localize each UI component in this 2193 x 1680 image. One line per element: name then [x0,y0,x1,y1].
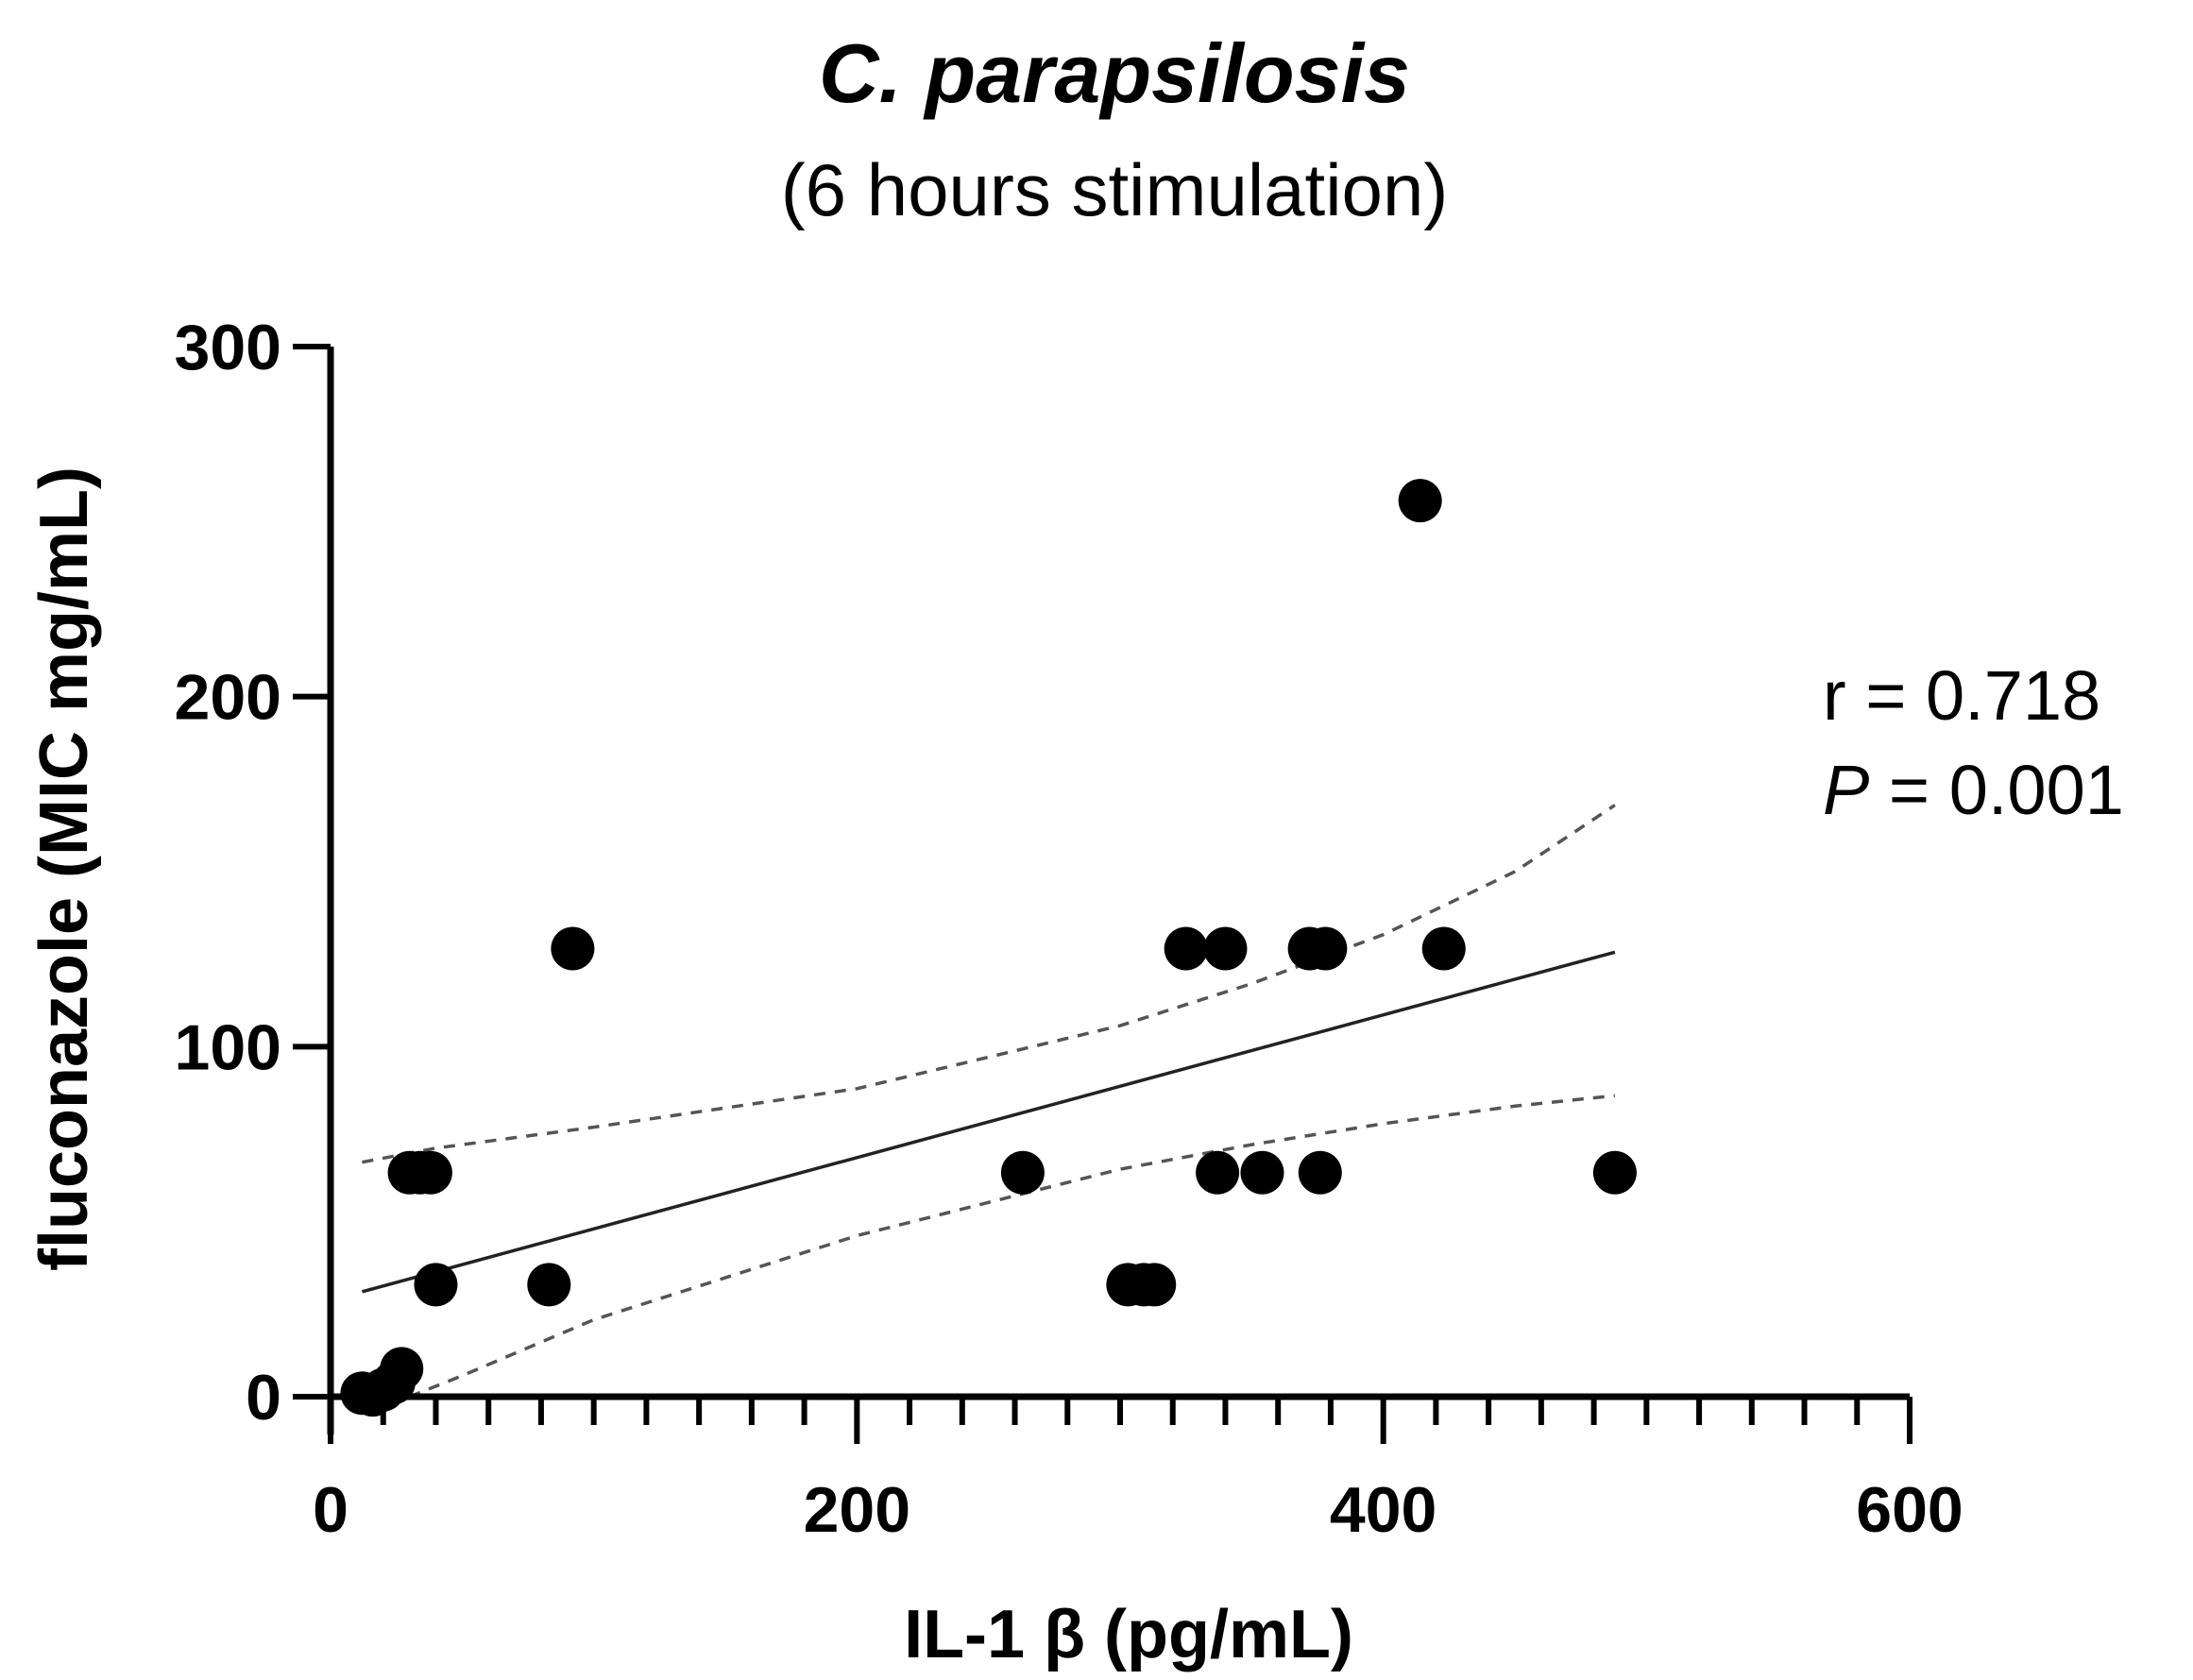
y-tick-label: 0 [246,1362,281,1434]
ci-upper-line [362,804,1616,1164]
regression-line [361,950,1616,1294]
x-axis-label: IL-1 β (pg/mL) [904,1597,1353,1672]
data-point [1398,479,1442,523]
data-point [1132,1263,1177,1307]
x-tick-label: 400 [1330,1474,1436,1546]
data-point [1298,1150,1342,1195]
y-tick-label: 300 [175,312,281,383]
x-tick-label: 0 [313,1474,348,1546]
y-tick-label: 200 [175,662,281,734]
confidence-band [362,804,1616,1399]
data-point [1240,1150,1284,1195]
data-points [340,479,1637,1417]
data-point [380,1347,424,1391]
ticks [293,344,1912,1444]
data-point [1592,1150,1637,1195]
ci-lower-line [408,1094,1616,1399]
data-point [1196,1150,1240,1195]
x-tick-label: 600 [1856,1474,1963,1546]
data-point [551,926,595,971]
data-point [1000,1150,1045,1195]
y-axis-label: fluconazole (MIC mg/mL) [26,467,102,1271]
x-tick-label: 200 [804,1474,910,1546]
chart-title: C. parapsilosis [819,26,1410,120]
data-point [1303,926,1348,971]
data-point [1421,926,1466,971]
tick-labels: 0 200 400 600 0 100 200 300 [175,312,1964,1546]
chart-subtitle: (6 hours stimulation) [781,148,1449,231]
p-value-symbol: P [1823,751,1869,829]
regression-line-group [361,950,1616,1294]
data-point [1164,926,1208,971]
data-point [527,1263,571,1307]
data-point [414,1263,458,1307]
p-value-text: = 0.001 [1869,751,2124,829]
data-point [408,1150,452,1195]
p-value-annotation: P = 0.001 [1823,751,2124,829]
data-point [1203,926,1248,971]
r-value-annotation: r = 0.718 [1823,656,2100,735]
y-tick-label: 100 [175,1011,281,1083]
